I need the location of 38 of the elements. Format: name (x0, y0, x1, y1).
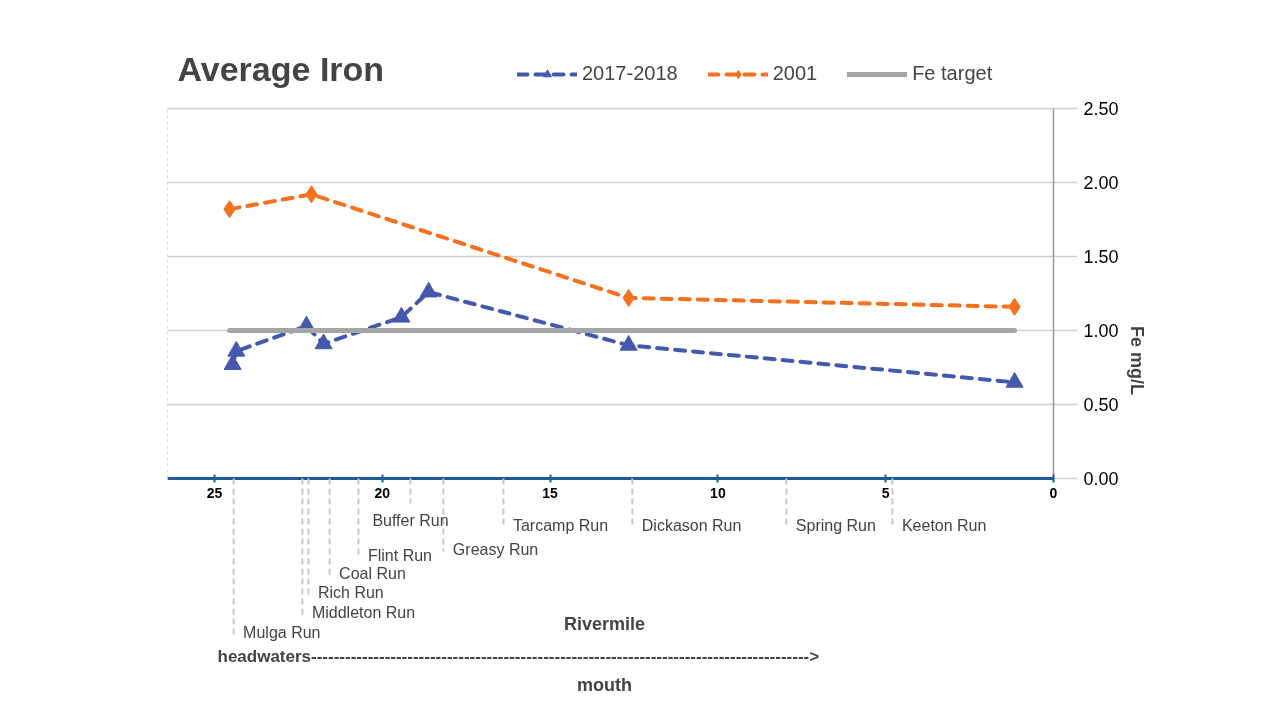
legend-label: 2001 (772, 62, 818, 85)
ref-line-label: Spring Run (795, 517, 876, 535)
text: headwaters----------------------------------------------------------------------------------------> (217, 647, 820, 666)
legend-label: Fe target (912, 62, 993, 85)
ref-line-label: Flint Run (367, 547, 432, 565)
ref-line-label: Coal Run (339, 565, 406, 583)
point (619, 334, 638, 351)
point (419, 281, 438, 298)
y-tick-label: 2.00 (1083, 173, 1119, 193)
x-tick-label: 20 (374, 484, 391, 501)
legend-label: 2017-2018 (582, 62, 678, 85)
ref-line-label: Rich Run (317, 584, 384, 602)
y-axis-title: Fe mg/L (1126, 326, 1147, 396)
point (392, 306, 411, 323)
y-tick-label: 0.50 (1083, 395, 1119, 415)
y-tick-label: 1.00 (1083, 321, 1119, 341)
text: Rivermile (563, 613, 646, 634)
ref-line-label: Keeton Run (901, 517, 987, 535)
x-tick-label: 5 (881, 484, 890, 501)
x-tick-label: 0 (1049, 484, 1058, 501)
x-tick-label: 10 (710, 484, 726, 501)
y-tick-label: 0.00 (1083, 469, 1119, 489)
ref-line-label: Greasy Run (452, 541, 539, 559)
ref-line-label: Mulga Run (243, 624, 321, 642)
x-tick-label: 15 (542, 484, 559, 501)
y-tick-label: 2.50 (1083, 99, 1119, 119)
point (227, 340, 246, 357)
point (314, 333, 333, 350)
text: mouth (577, 674, 632, 695)
point (1005, 371, 1024, 388)
ref-line-label: Tarcamp Run (512, 517, 609, 535)
ref-line-label: Dickason Run (641, 517, 742, 535)
chart-title: Average Iron (177, 49, 385, 88)
x-tick-label: 25 (206, 484, 223, 501)
ref-line-label: Middleton Run (311, 604, 416, 622)
ref-line-label: Buffer Run (372, 511, 449, 529)
y-tick-label: 1.50 (1083, 247, 1119, 267)
point (223, 354, 242, 370)
